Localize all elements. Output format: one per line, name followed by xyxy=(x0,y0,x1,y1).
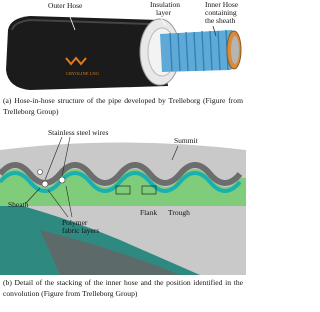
label-insulation: Insulation layer xyxy=(150,0,180,17)
label-wires: Stainless steel wires xyxy=(48,128,108,137)
label-sheath: Sheath xyxy=(8,200,29,209)
label-fabric: Polymer fabric layers xyxy=(62,218,99,235)
stack-illustration xyxy=(0,136,246,275)
label-summit: Summit xyxy=(174,136,199,145)
label-outer-hose: Outer Hose xyxy=(48,1,83,10)
hose-illustration xyxy=(6,15,242,90)
label-inner-hose: Inner Hose containing the sheath xyxy=(205,0,239,25)
figures: Outer Hose Insulation layer Inner Hose con… xyxy=(0,0,246,275)
caption-a: (a) Hose-in-hose structure of the pipe d… xyxy=(3,96,243,116)
page: Outer Hose Insulation layer Inner Hose con… xyxy=(0,0,246,298)
logo: CRYOLINE LNG xyxy=(66,71,100,76)
label-flank: Flank xyxy=(140,208,157,217)
label-trough: Trough xyxy=(168,208,190,217)
caption-b: (b) Detail of the stacking of the inner … xyxy=(3,278,243,298)
